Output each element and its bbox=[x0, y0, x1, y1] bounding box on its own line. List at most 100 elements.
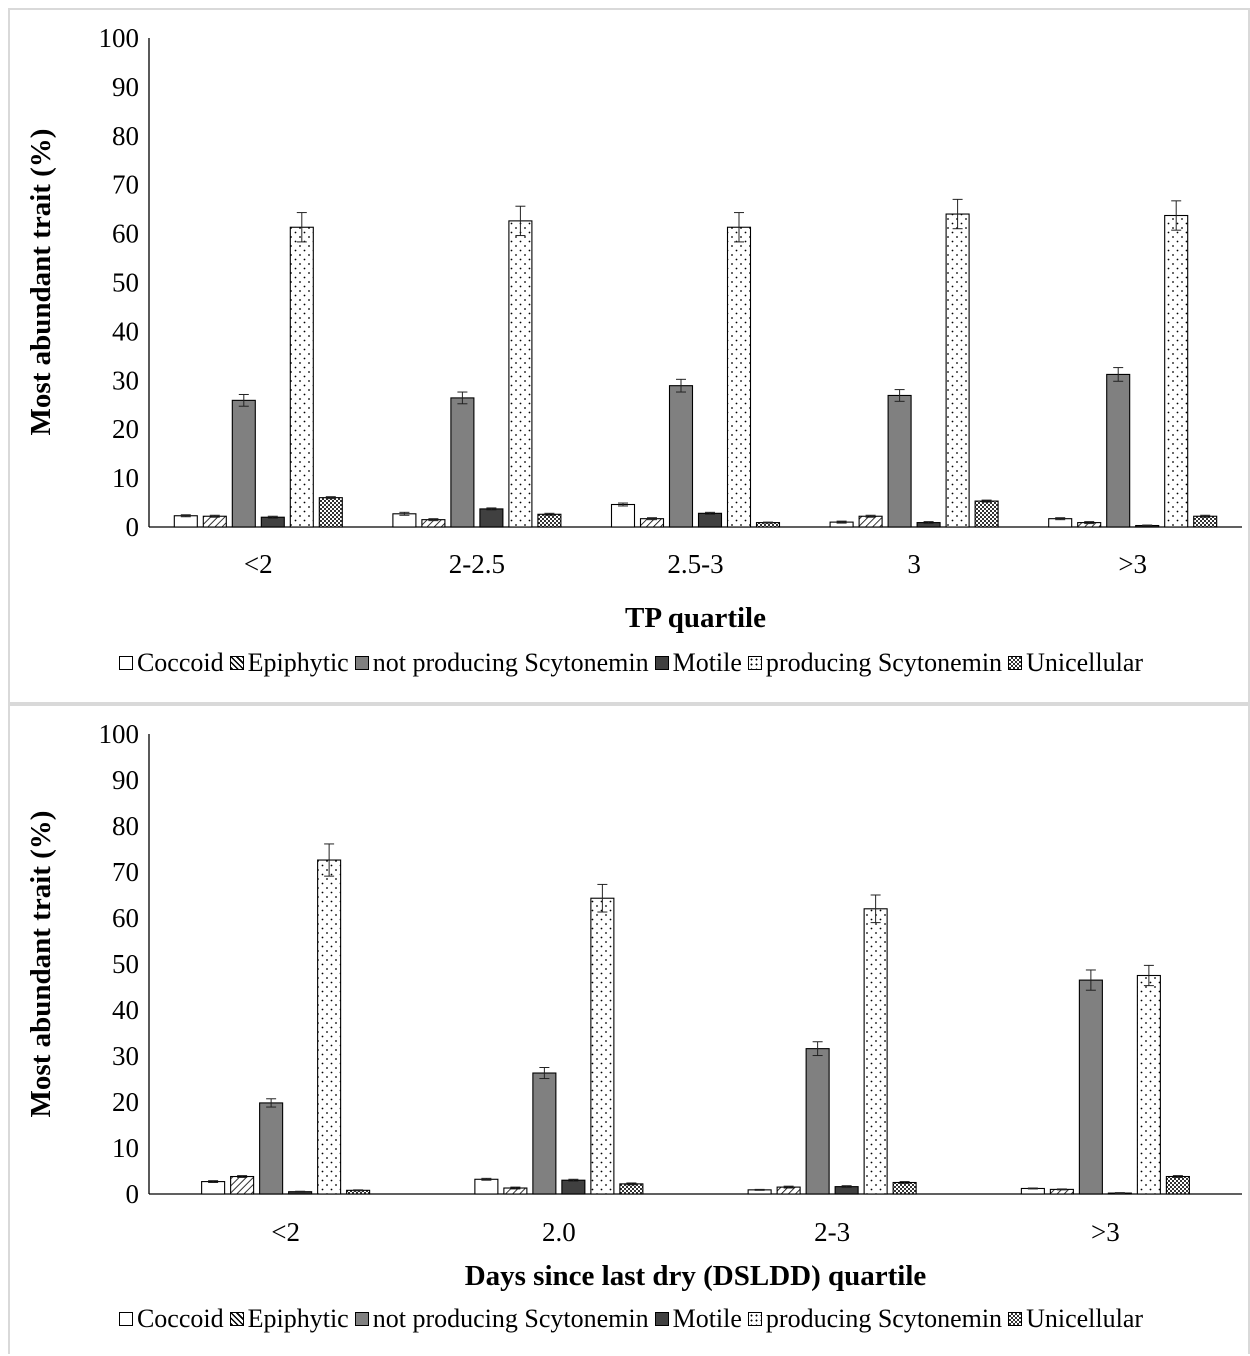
legend-swatch-motile bbox=[654, 1312, 669, 1326]
error-bar-not-producing-scytonemin-3 bbox=[894, 389, 905, 402]
error-bar-not-producing-scytonemin-gt-3 bbox=[1113, 367, 1124, 382]
error-bar-producing-scytonemin-gt-3 bbox=[1143, 964, 1154, 987]
legend-item-motile: Motile bbox=[654, 1304, 742, 1334]
legend-item-unicellular: Unicellular bbox=[1008, 648, 1143, 678]
bar-not-producing-scytonemin-lt-2 bbox=[231, 399, 256, 528]
bar-producing-scytonemin-2-2-5 bbox=[508, 220, 533, 528]
category-group-2-3 bbox=[747, 894, 917, 1195]
x-tick-label-gt-3: >3 bbox=[1118, 549, 1147, 579]
bar-unicellular-lt-2 bbox=[318, 497, 343, 528]
error-bar-epiphytic-2-0 bbox=[510, 1186, 521, 1190]
y-tick-label-0: 0 bbox=[126, 1179, 140, 1209]
bar-not-producing-scytonemin-2-5-3 bbox=[668, 385, 694, 528]
error-bar-producing-scytonemin-2-0 bbox=[597, 883, 608, 913]
x-tick-label-2-0: 2.0 bbox=[542, 1217, 576, 1247]
bar-unicellular-2-3 bbox=[892, 1181, 917, 1195]
legend-label-not-producing-scytonemin: not producing Scytonemin bbox=[372, 1304, 649, 1333]
bar-epiphytic-lt-2 bbox=[230, 1175, 255, 1195]
bar-not-producing-scytonemin-2-2-5 bbox=[450, 397, 475, 528]
chart-panel-tp: 0 10 20 30 40 50 60 70 80 90 100 Most abundant trai… bbox=[8, 8, 1250, 704]
error-bar-producing-scytonemin-lt-2 bbox=[296, 212, 307, 243]
error-bar-unicellular-lt-2 bbox=[353, 1189, 364, 1192]
error-bar-producing-scytonemin-2-3 bbox=[870, 894, 881, 924]
legend-swatch-epiphytic bbox=[229, 656, 244, 670]
error-bar-motile-2-0 bbox=[568, 1178, 579, 1182]
legend-item-epiphytic: Epiphytic bbox=[229, 1304, 349, 1334]
category-group-3 bbox=[829, 198, 999, 528]
x-tick-label-lt-2: <2 bbox=[271, 1217, 300, 1247]
legend-item-not-producing-scytonemin: not producing Scytonemin bbox=[354, 1304, 649, 1334]
category-group-gt-3 bbox=[1048, 200, 1218, 528]
y-tick-label-20: 20 bbox=[112, 414, 139, 444]
error-bar-unicellular-2-0 bbox=[626, 1182, 637, 1186]
y-tick-label-90: 90 bbox=[112, 72, 139, 102]
error-bar-not-producing-scytonemin-lt-2 bbox=[238, 393, 249, 407]
x-tick-label-3: 3 bbox=[907, 549, 921, 579]
error-bar-producing-scytonemin-3 bbox=[952, 198, 963, 230]
legend-label-epiphytic: Epiphytic bbox=[247, 648, 349, 677]
error-bar-coccoid-gt-3 bbox=[1027, 1187, 1038, 1190]
legend-swatch-not-producing-scytonemin bbox=[354, 1312, 369, 1326]
y-tick-label-80: 80 bbox=[112, 121, 139, 151]
legend-label-unicellular: Unicellular bbox=[1026, 648, 1144, 677]
chart-tp-quartile: 0 10 20 30 40 50 60 70 80 90 100 Most abundant trai… bbox=[25, 23, 1242, 634]
y-tick-label-100: 100 bbox=[99, 23, 140, 53]
y-tick-label-60: 60 bbox=[112, 219, 139, 249]
legend-label-coccoid: Coccoid bbox=[136, 1304, 224, 1333]
legend-swatch-coccoid bbox=[118, 1312, 133, 1326]
bar-coccoid-2-2-5 bbox=[392, 513, 417, 528]
error-bar-motile-2-5-3 bbox=[705, 511, 715, 515]
x-tick-label-gt-3: >3 bbox=[1091, 1217, 1120, 1247]
legend-item-epiphytic: Epiphytic bbox=[229, 648, 349, 678]
error-bar-epiphytic-lt-2 bbox=[209, 514, 220, 518]
bar-unicellular-gt-3 bbox=[1193, 515, 1218, 528]
error-bar-not-producing-scytonemin-gt-3 bbox=[1085, 969, 1096, 991]
category-group-lt-2 bbox=[173, 212, 343, 528]
error-bar-producing-scytonemin-2-2-5 bbox=[515, 205, 526, 237]
category-group-2-5-3 bbox=[610, 212, 781, 528]
error-bar-epiphytic-2-2-5 bbox=[428, 518, 439, 522]
error-bar-producing-scytonemin-2-5-3 bbox=[734, 212, 744, 243]
x-axis-label: TP quartile bbox=[625, 602, 766, 634]
bar-coccoid-2-5-3 bbox=[610, 503, 636, 528]
y-tick-label-10: 10 bbox=[112, 1133, 139, 1163]
error-bar-unicellular-lt-2 bbox=[325, 496, 336, 500]
error-bar-motile-2-3 bbox=[841, 1185, 852, 1189]
legend-swatch-not-producing-scytonemin bbox=[354, 656, 369, 670]
y-tick-label-30: 30 bbox=[112, 365, 139, 395]
legend-tp: Coccoid Epiphytic not producing Scytonemin… bbox=[10, 648, 1250, 678]
error-bar-producing-scytonemin-gt-3 bbox=[1171, 200, 1182, 231]
bar-motile-2-2-5 bbox=[479, 508, 504, 528]
legend-item-producing-scytonemin: producing Scytonemin bbox=[747, 1304, 1002, 1334]
bar-unicellular-2-0 bbox=[619, 1183, 644, 1195]
bar-motile-2-5-3 bbox=[697, 512, 723, 528]
y-tick-label-100: 100 bbox=[99, 719, 140, 749]
legend-item-producing-scytonemin: producing Scytonemin bbox=[747, 648, 1002, 678]
error-bar-motile-gt-3 bbox=[1142, 524, 1153, 527]
legend-swatch-epiphytic bbox=[229, 1312, 244, 1326]
bar-not-producing-scytonemin-3 bbox=[887, 394, 912, 528]
error-bar-unicellular-2-2-5 bbox=[544, 512, 555, 516]
error-bar-coccoid-gt-3 bbox=[1055, 517, 1066, 521]
chart-panel-dsldd: 0 10 20 30 40 50 60 70 80 90 100 Most abundant trai… bbox=[8, 704, 1250, 1354]
bar-producing-scytonemin-lt-2 bbox=[317, 859, 342, 1195]
bar-producing-scytonemin-2-5-3 bbox=[726, 226, 752, 528]
x-tick-label-2-2-5: 2-2.5 bbox=[449, 549, 505, 579]
legend-swatch-producing-scytonemin bbox=[747, 656, 762, 670]
y-axis-label: Most abundant trait (%) bbox=[25, 811, 57, 1118]
error-bar-not-producing-scytonemin-2-2-5 bbox=[457, 391, 468, 405]
bar-producing-scytonemin-gt-3 bbox=[1164, 214, 1189, 528]
error-bar-unicellular-3 bbox=[981, 499, 992, 503]
legend-label-not-producing-scytonemin: not producing Scytonemin bbox=[372, 648, 649, 677]
y-tick-label-90: 90 bbox=[112, 765, 139, 795]
category-group-2-0 bbox=[474, 883, 644, 1195]
legend-item-motile: Motile bbox=[654, 648, 742, 678]
y-axis-label: Most abundant trait (%) bbox=[25, 129, 57, 436]
chart-dsldd-quartile: 0 10 20 30 40 50 60 70 80 90 100 Most abundant trai… bbox=[25, 719, 1242, 1292]
error-bar-motile-gt-3 bbox=[1114, 1192, 1125, 1195]
bar-not-producing-scytonemin-2-0 bbox=[532, 1072, 557, 1195]
error-bar-producing-scytonemin-lt-2 bbox=[324, 843, 335, 877]
y-tick-label-70: 70 bbox=[112, 857, 139, 887]
x-tick-label-lt-2: <2 bbox=[244, 549, 273, 579]
y-tick-label-60: 60 bbox=[112, 903, 139, 933]
